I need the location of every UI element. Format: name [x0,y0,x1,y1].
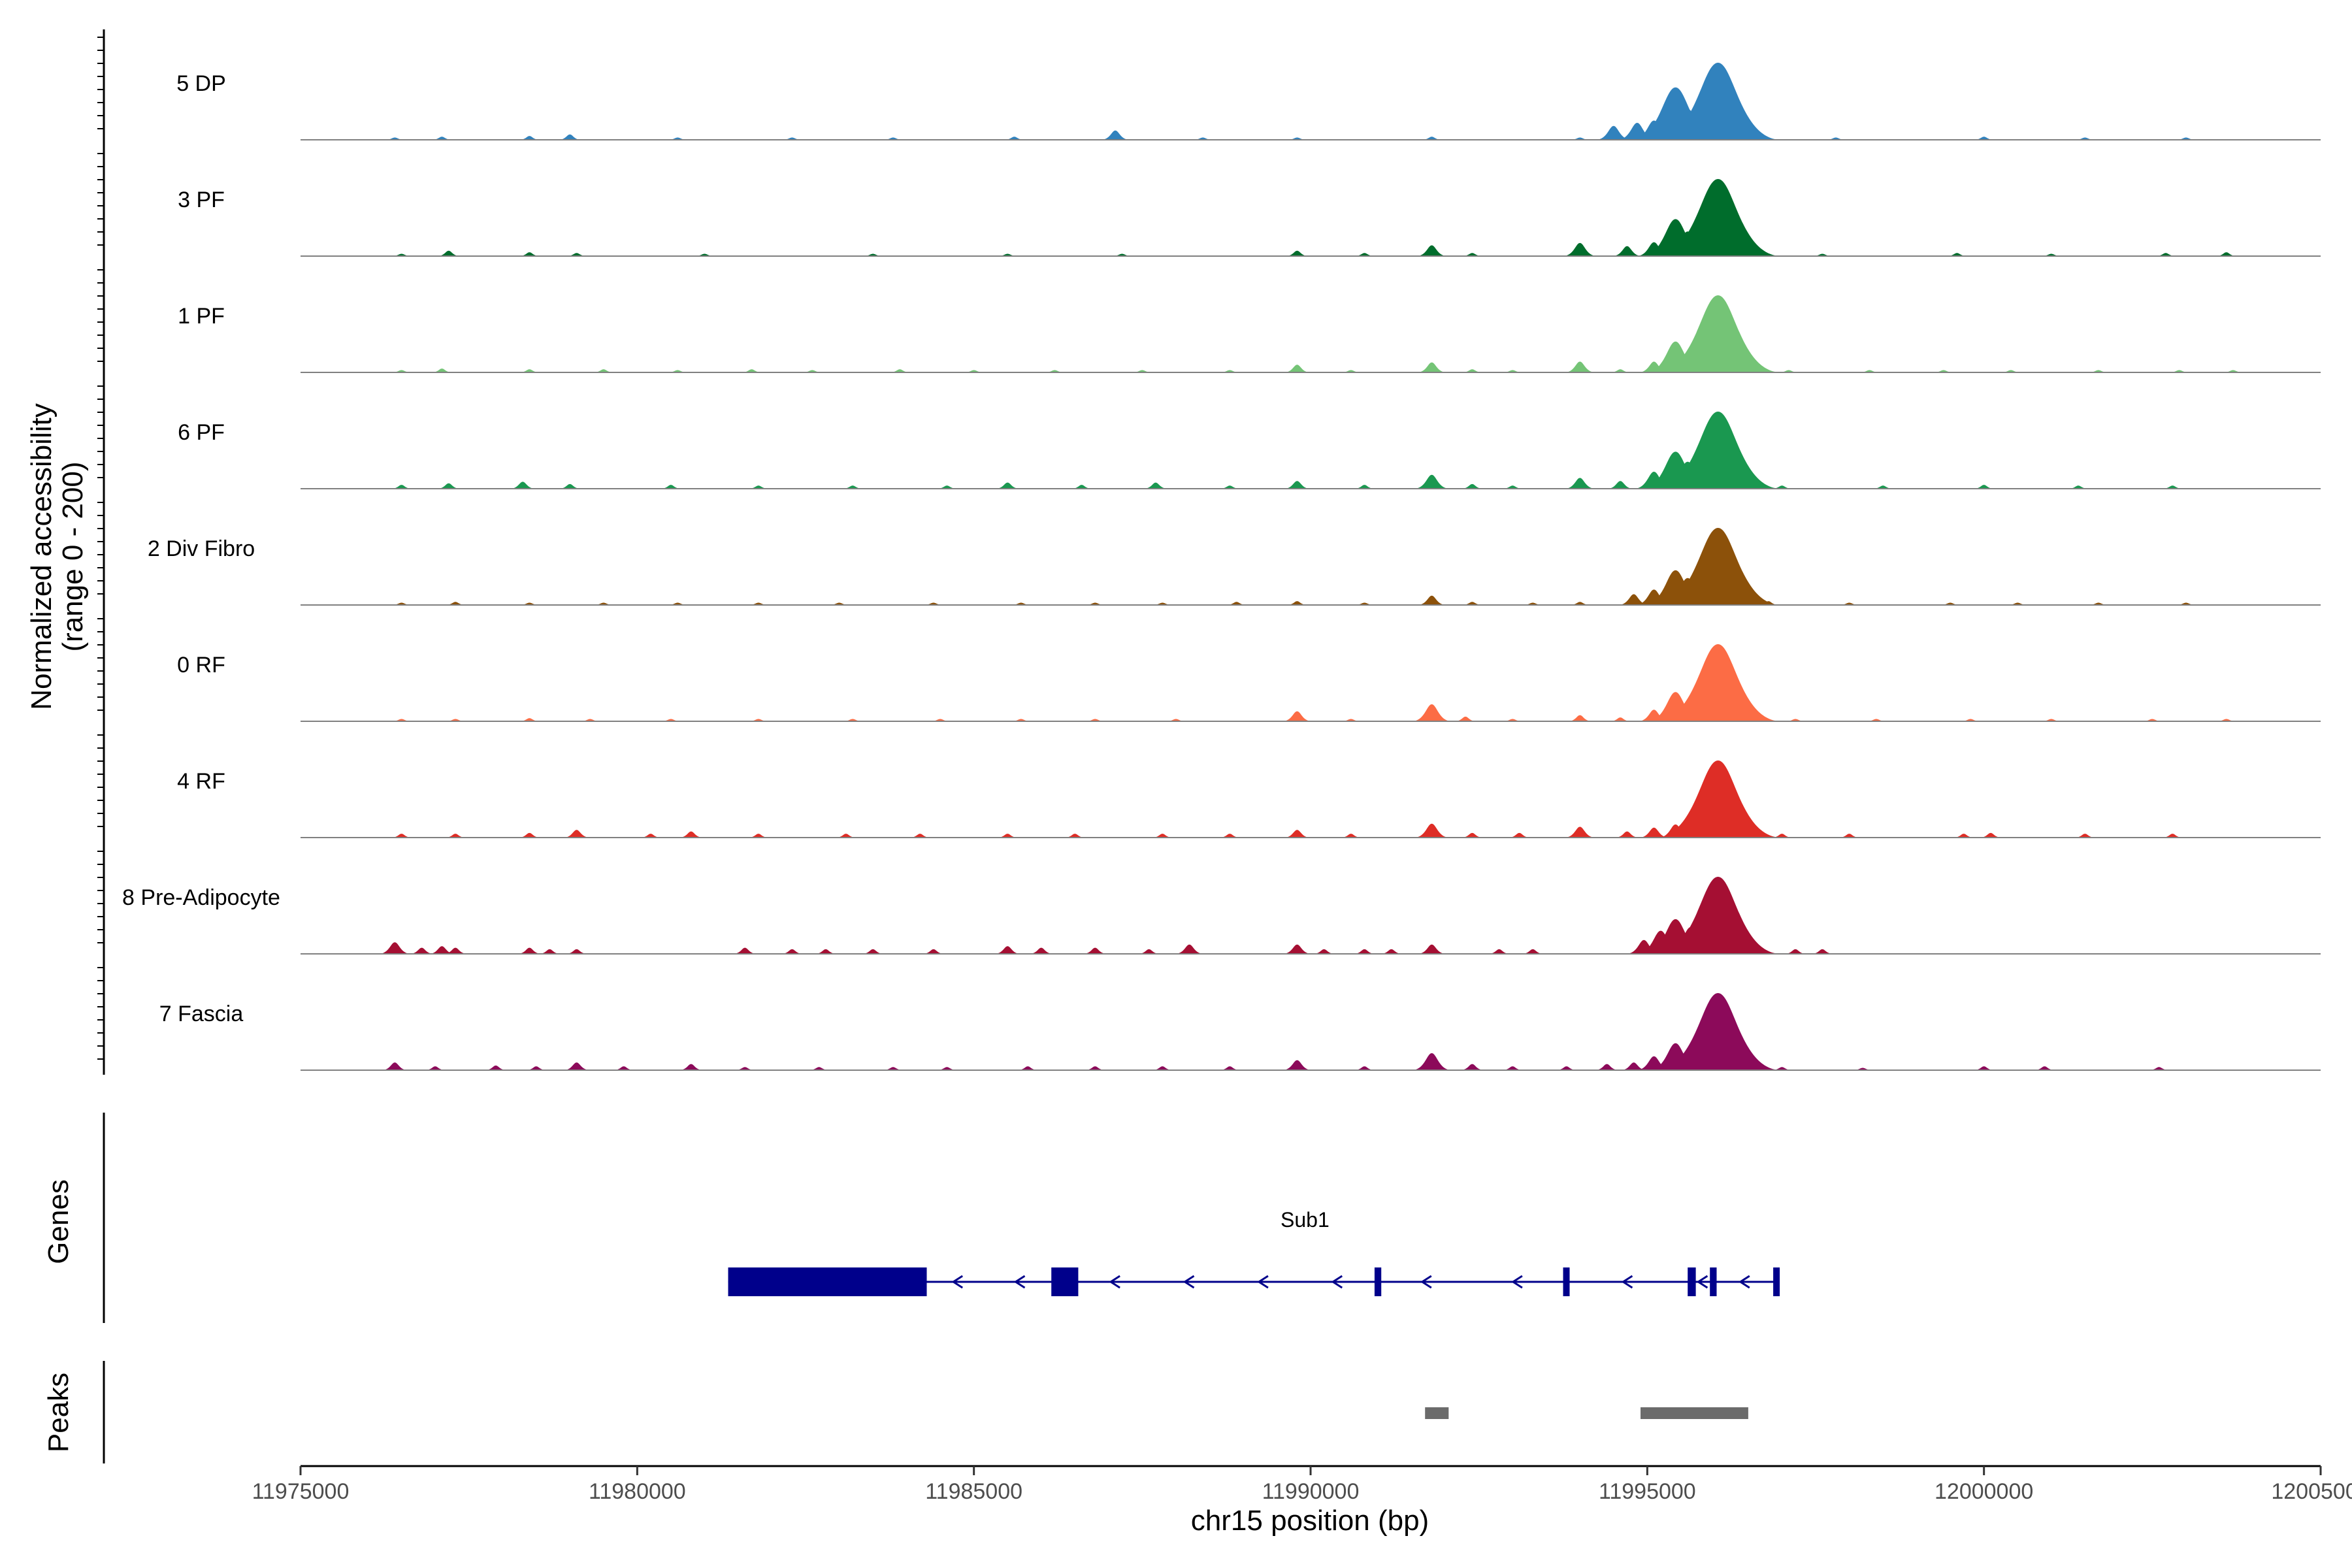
y-axis-title-line2: (range 0 - 200) [57,461,89,651]
gene-exon [1710,1267,1717,1296]
strand-arrow [1420,1275,1432,1289]
track-label: 0 RF [177,653,225,678]
y-axis-title-line1: Normalized accessibility [25,403,57,710]
coverage-area [391,179,2237,256]
gene-exon [1563,1267,1570,1296]
coverage-tracks: 5 DP 3 PF 1 PF 6 PF 2 Div Fibro 0 RF 4 RF 8 Pre… [122,63,2321,1071]
x-tick-label: 12005000 [2271,1479,2352,1504]
track-label: 6 PF [178,420,225,445]
strand-arrow [951,1275,964,1289]
peak-bars [1425,1407,1748,1419]
x-tick-label: 11985000 [925,1479,1022,1504]
peak-bar [1425,1407,1449,1419]
genes-axis-title: Genes [42,1179,74,1264]
x-tick-label: 11975000 [252,1479,350,1504]
track-label: 4 RF [177,769,225,794]
strand-arrow [1696,1275,1708,1289]
x-axis: 11975000 11980000 11985000 11990000 11995000… [252,1465,2352,1537]
track: 8 Pre-Adipocyte [122,877,2321,955]
strand-arrow [1183,1275,1195,1289]
peaks-panel: Peaks [42,1361,1748,1463]
track: 0 RF [177,644,2321,722]
coverage-area [384,63,2197,140]
coverage-area [391,760,2183,838]
strand-arrow [1109,1275,1120,1289]
coverage-area [391,295,2244,372]
y-axis-title: Normalized accessibility (range 0 - 200) [25,403,89,710]
track: 4 RF [177,760,2321,838]
peaks-axis-title: Peaks [42,1373,74,1452]
x-axis-title: chr15 position (bp) [1191,1505,1429,1537]
x-tick-label: 12000000 [1935,1479,2033,1504]
coverage-area [391,644,2237,721]
track-label: 1 PF [178,304,225,329]
track-label: 2 Div Fibro [148,536,255,561]
track-label: 8 Pre-Adipocyte [122,885,280,910]
gene-name-label: Sub1 [1281,1208,1330,1232]
x-ticks: 11975000 11980000 11985000 11990000 11995000… [252,1466,2352,1504]
x-tick-label: 11995000 [1599,1479,1696,1504]
coverage-axis [97,29,105,1075]
gene-model [728,1267,1780,1296]
gene-exon [728,1267,927,1296]
gene-exon [1773,1267,1780,1296]
strand-arrow [1739,1275,1750,1289]
gene-exon [1051,1267,1079,1296]
strand-arrow [1013,1275,1026,1289]
gene-exon [1374,1267,1382,1296]
genes-panel: Genes Sub1 [42,1113,1780,1323]
track: 2 Div Fibro [148,528,2321,606]
strand-arrow [1511,1275,1523,1289]
track: 7 Fascia [159,993,2321,1071]
track-label: 5 DP [176,71,226,96]
coverage-area [391,412,2183,489]
coverage-area [381,993,2170,1070]
track: 6 PF [178,412,2321,489]
track: 3 PF [178,179,2321,257]
track-label: 3 PF [178,188,225,212]
strand-arrow [1257,1275,1269,1289]
track: 1 PF [178,295,2321,373]
track: 5 DP [176,63,2321,140]
x-tick-label: 11990000 [1262,1479,1360,1504]
strand-arrow [1331,1275,1343,1289]
coverage-area [391,528,2197,605]
track-label: 7 Fascia [159,1002,244,1026]
gene-exon [1688,1267,1696,1296]
strand-arrow [1621,1275,1633,1289]
coverage-area [378,877,1834,954]
x-tick-label: 11980000 [589,1479,686,1504]
peak-bar [1641,1407,1748,1419]
